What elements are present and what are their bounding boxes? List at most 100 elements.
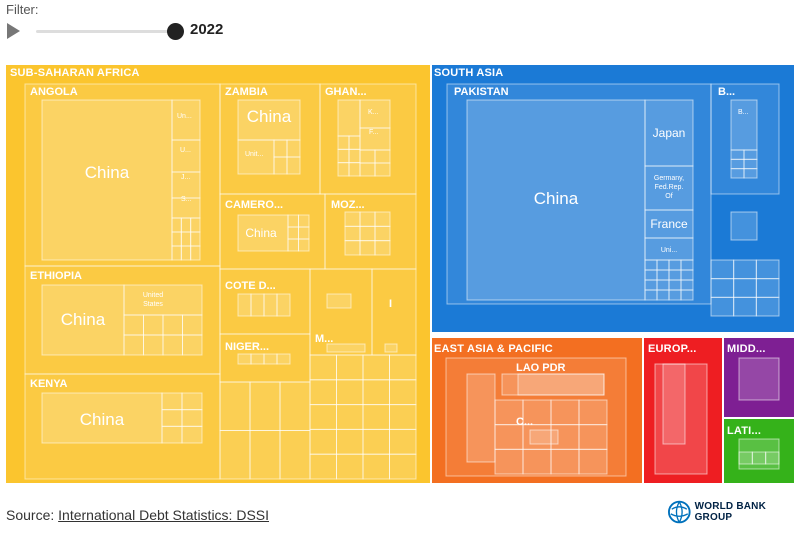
creditor-i-a[interactable] (384, 343, 398, 353)
country-ssa-small2[interactable] (309, 379, 337, 406)
country-ssa-small2[interactable] (309, 453, 337, 480)
creditor-cameroon-other[interactable] (287, 238, 299, 252)
creditor-zambia-china[interactable] (237, 99, 301, 141)
country-ea-small[interactable] (578, 399, 608, 426)
creditor-ghana-other[interactable] (348, 162, 361, 177)
creditor-mozambique-other[interactable] (374, 211, 391, 227)
creditor-angola-un[interactable] (171, 99, 201, 141)
creditor-mozambique-other[interactable] (374, 225, 391, 242)
creditor-angola-other[interactable] (190, 217, 201, 233)
country-ssa-small2[interactable] (389, 428, 417, 455)
country-pakistan[interactable] (446, 83, 712, 305)
creditor-zambia-other[interactable] (286, 139, 301, 158)
year-slider-handle[interactable] (167, 23, 184, 40)
region-latin[interactable] (722, 417, 795, 484)
creditor-ghana-other[interactable] (337, 135, 350, 150)
creditor-angola-other[interactable] (171, 217, 182, 233)
creditor-angola-other[interactable] (171, 245, 182, 261)
creditor-pakistan-other[interactable] (668, 269, 682, 281)
country-ea-small[interactable] (550, 424, 580, 450)
country-ssa-small2[interactable] (336, 354, 364, 381)
country-ssa-small2[interactable] (389, 453, 417, 480)
country-nigeria[interactable] (219, 333, 311, 383)
country-ea-small[interactable] (522, 424, 552, 450)
creditor-pakistan-other[interactable] (680, 279, 694, 291)
creditor-cote-divoire-other[interactable] (250, 293, 265, 317)
creditor-ethiopia-other[interactable] (162, 334, 183, 356)
country-ssa-small2[interactable] (389, 404, 417, 430)
creditor-b-other[interactable] (743, 168, 758, 179)
creditor-nigeria-other[interactable] (250, 353, 265, 365)
creditor-pakistan-other[interactable] (668, 289, 682, 301)
country-m[interactable] (309, 268, 373, 356)
creditor-ghana-other[interactable] (337, 148, 350, 164)
country-ea-small[interactable] (550, 399, 580, 426)
creditor-ethiopia-other[interactable] (182, 314, 203, 336)
creditor-b-other[interactable] (730, 168, 745, 179)
country-sa-small[interactable] (733, 278, 757, 298)
creditor-pakistan-china[interactable] (466, 99, 646, 301)
country-sa-small[interactable] (755, 296, 780, 317)
creditor-nigeria-other[interactable] (276, 353, 291, 365)
creditor-pakistan-other[interactable] (680, 269, 694, 281)
creditor-angola-other[interactable] (190, 231, 201, 247)
creditor-angola-other[interactable] (180, 245, 192, 261)
country-europe-b[interactable] (662, 363, 686, 445)
creditor-cote-divoire-other[interactable] (276, 293, 291, 317)
region-middle-east[interactable] (722, 336, 795, 419)
country-ea-small[interactable] (522, 448, 552, 475)
country-i[interactable] (371, 268, 417, 356)
creditor-pakistan-other[interactable] (644, 279, 658, 291)
creditor-m-b[interactable] (326, 343, 366, 353)
creditor-cote-divoire-other[interactable] (263, 293, 278, 317)
country-ea-small[interactable] (494, 424, 524, 450)
creditor-ghana-other2[interactable] (359, 162, 376, 177)
creditor-pakistan-france[interactable] (644, 209, 694, 239)
creditor-ghana-other2[interactable] (359, 149, 376, 164)
region-east-asia[interactable] (430, 336, 644, 484)
creditor-ghana-other[interactable] (348, 135, 361, 150)
creditor-ghana-other2[interactable] (374, 149, 391, 164)
country-ea-small[interactable] (494, 448, 524, 475)
creditor-ethiopia-other[interactable] (143, 334, 164, 356)
creditor-cameroon-other[interactable] (287, 214, 299, 228)
creditor-kenya-china[interactable] (41, 392, 163, 444)
creditor-pakistan-other[interactable] (668, 279, 682, 291)
country-cote-divoire[interactable] (219, 268, 311, 335)
country-ssa-small2[interactable] (309, 428, 337, 455)
creditor-pakistan-other[interactable] (668, 259, 682, 271)
country-ssa-small[interactable] (279, 430, 311, 480)
country-ssa-small[interactable] (279, 381, 311, 431)
creditor-ghana-other2[interactable] (374, 162, 391, 177)
creditor-ethiopia-other[interactable] (182, 334, 203, 356)
creditor-mozambique-other[interactable] (374, 240, 391, 256)
creditor-ghana-k[interactable] (359, 99, 391, 129)
creditor-nigeria-other[interactable] (237, 353, 252, 365)
country-europe-a[interactable] (654, 363, 708, 475)
country-sa-small[interactable] (710, 259, 735, 280)
country-ea-small[interactable] (578, 448, 608, 475)
country-sa-small[interactable] (710, 296, 735, 317)
creditor-kenya-other[interactable] (161, 425, 183, 444)
country-sa-small[interactable] (755, 259, 780, 280)
creditor-kenya-other[interactable] (161, 392, 183, 411)
creditor-ghana-other[interactable] (348, 148, 361, 164)
country-mozambique[interactable] (324, 193, 417, 270)
creditor-ghana-a[interactable] (337, 99, 361, 137)
creditor-lao-a[interactable] (466, 373, 496, 463)
creditor-nigeria-other[interactable] (263, 353, 278, 365)
country-latin-small[interactable] (738, 451, 753, 465)
country-latin-small[interactable] (751, 451, 767, 465)
creditor-pakistan-other[interactable] (656, 269, 670, 281)
country-ea-small[interactable] (494, 399, 524, 426)
country-ssa-small2[interactable] (336, 379, 364, 406)
creditor-mozambique-other[interactable] (344, 240, 361, 256)
creditor-angola-other[interactable] (180, 231, 192, 247)
creditor-pakistan-other[interactable] (644, 269, 658, 281)
country-ea-small[interactable] (522, 399, 552, 426)
creditor-kenya-other[interactable] (181, 425, 203, 444)
creditor-b-other[interactable] (730, 158, 745, 170)
country-sa-small[interactable] (755, 278, 780, 298)
country-ethiopia[interactable] (24, 265, 221, 375)
creditor-b-a[interactable] (730, 99, 758, 151)
